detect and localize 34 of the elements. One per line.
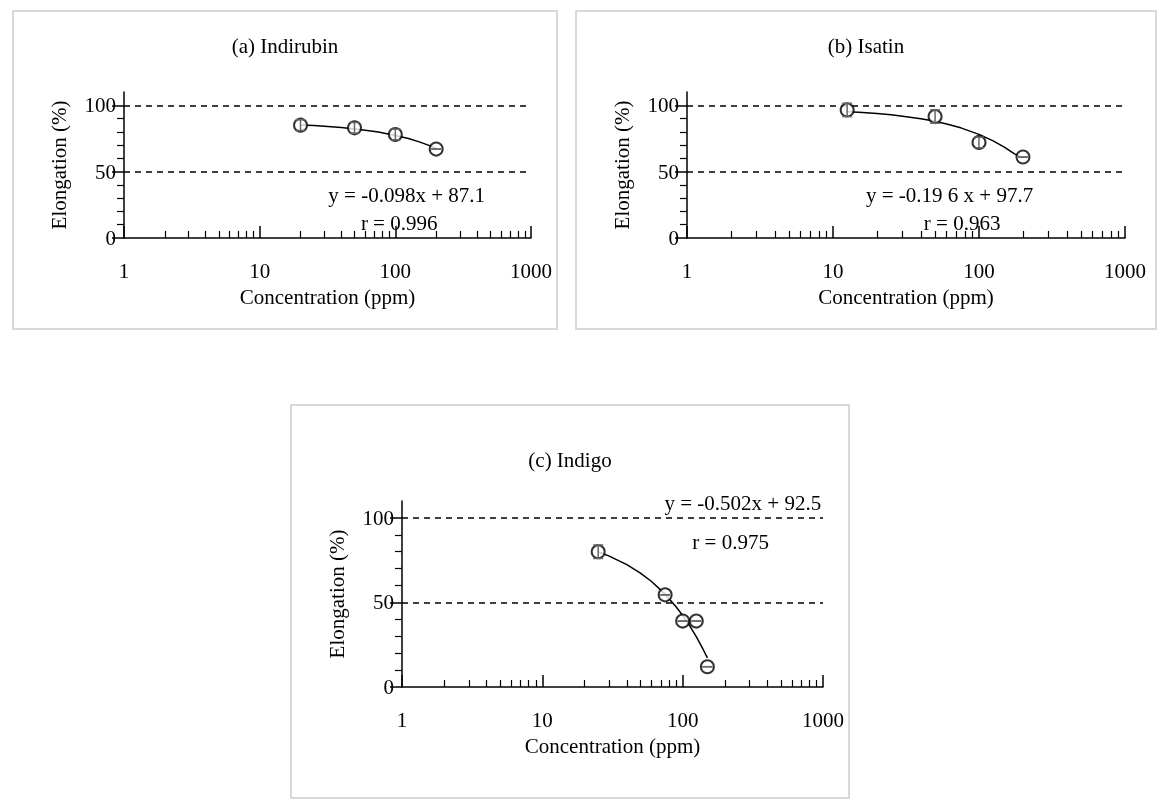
x-tick-label: 1	[118, 258, 130, 283]
x-tick-label: 100	[963, 258, 995, 283]
y-axis-title: Elongation (%)	[324, 529, 349, 659]
x-tick-label: 10	[531, 707, 553, 732]
chart-title: (c) Indigo	[528, 447, 612, 472]
y-axis-title: Elongation (%)	[46, 100, 71, 230]
x-tick-label: 1	[681, 258, 693, 283]
annotation: y = -0.19 6 x + 97.7	[866, 182, 1034, 207]
chart-title: (a) Indirubin	[231, 33, 339, 58]
x-axis-title: Concentration (ppm)	[524, 733, 701, 758]
x-tick-label: 1000	[510, 258, 552, 283]
annotation: r = 0.975	[692, 529, 769, 554]
y-tick-label: 100	[362, 505, 394, 530]
y-tick-label: 0	[105, 226, 116, 250]
annotation: y = -0.502x + 92.5	[664, 490, 822, 515]
y-tick-label: 100	[84, 93, 116, 118]
chart-title: (b) Isatin	[827, 33, 905, 58]
y-tick-label: 50	[658, 159, 679, 184]
annotation: r = 0.963	[923, 211, 1001, 236]
annotation: r = 0.996	[360, 211, 438, 236]
x-tick-label: 1000	[1104, 258, 1146, 283]
x-tick-label: 1000	[802, 707, 844, 732]
x-tick-label: 10	[822, 258, 844, 283]
annotation: y = -0.098x + 87.1	[328, 182, 486, 207]
y-tick-label: 0	[383, 675, 394, 699]
x-axis-title: Concentration (ppm)	[239, 284, 416, 309]
y-tick-label: 0	[668, 226, 679, 250]
y-axis-title: Elongation (%)	[609, 100, 634, 230]
y-tick-label: 50	[95, 159, 116, 184]
x-tick-label: 1	[396, 707, 408, 732]
x-axis-title: Concentration (ppm)	[818, 284, 994, 309]
x-tick-label: 10	[249, 258, 271, 283]
y-tick-label: 50	[373, 590, 394, 615]
y-tick-label: 100	[647, 93, 679, 118]
